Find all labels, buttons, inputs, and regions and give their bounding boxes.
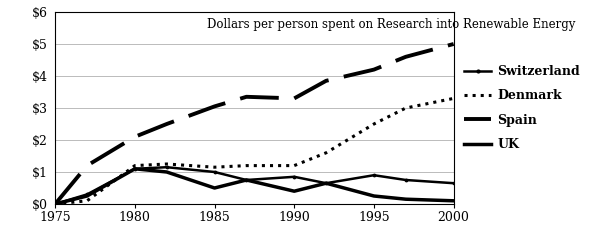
Denmark <box>51 203 59 205</box>
Line: Switzerland: Switzerland <box>53 165 456 206</box>
Denmark <box>322 151 330 154</box>
Denmark <box>243 164 250 167</box>
UK <box>291 190 298 193</box>
UK <box>51 203 59 205</box>
Switzerland <box>450 182 457 185</box>
Denmark <box>370 123 378 126</box>
Denmark <box>450 97 457 100</box>
Switzerland <box>291 175 298 178</box>
Switzerland <box>243 179 250 181</box>
Switzerland <box>163 166 170 169</box>
Spain <box>322 79 330 82</box>
Spain <box>131 135 139 138</box>
Spain <box>450 42 457 45</box>
Line: Denmark: Denmark <box>55 98 454 204</box>
Spain <box>370 68 378 71</box>
UK <box>83 195 91 198</box>
Switzerland <box>131 167 139 170</box>
UK <box>211 186 218 189</box>
Spain <box>211 105 218 108</box>
Denmark <box>211 166 218 169</box>
Spain <box>402 55 409 58</box>
UK <box>131 167 139 170</box>
UK <box>450 199 457 202</box>
Denmark <box>131 164 139 167</box>
Spain <box>291 97 298 100</box>
UK <box>163 171 170 174</box>
Switzerland <box>211 171 218 174</box>
Switzerland <box>322 182 330 185</box>
Legend: Switzerland, Denmark, Spain, UK: Switzerland, Denmark, Spain, UK <box>464 65 581 151</box>
Denmark <box>291 164 298 167</box>
Line: UK: UK <box>55 169 454 204</box>
Spain <box>51 203 59 205</box>
Spain <box>163 123 170 126</box>
Spain <box>243 95 250 98</box>
Denmark <box>163 162 170 165</box>
Switzerland <box>402 179 409 181</box>
Switzerland <box>370 174 378 177</box>
Switzerland <box>51 203 59 205</box>
UK <box>402 198 409 201</box>
Denmark <box>83 199 91 202</box>
Text: Dollars per person spent on Research into Renewable Energy: Dollars per person spent on Research int… <box>207 18 575 31</box>
Line: Spain: Spain <box>55 44 454 204</box>
UK <box>243 179 250 181</box>
UK <box>322 182 330 185</box>
Switzerland <box>83 193 91 196</box>
UK <box>370 195 378 198</box>
Spain <box>83 164 91 167</box>
Denmark <box>402 107 409 109</box>
